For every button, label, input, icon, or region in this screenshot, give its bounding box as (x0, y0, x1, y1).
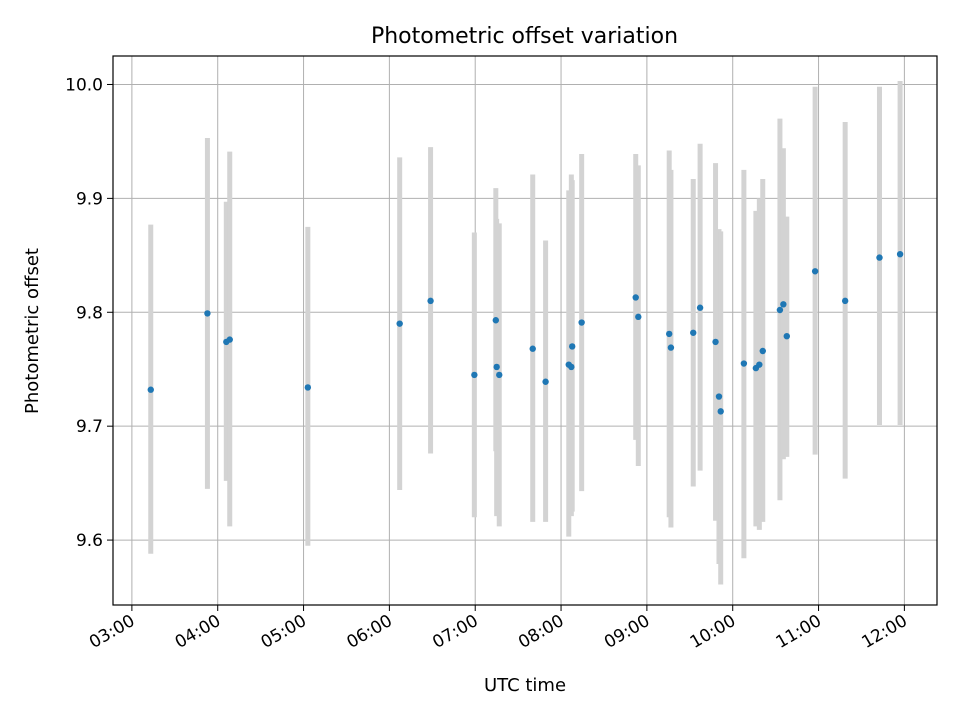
data-point (529, 345, 536, 352)
data-point (740, 360, 748, 367)
data-point (204, 310, 211, 317)
data-point (896, 250, 904, 258)
data-point (496, 371, 503, 379)
data-point (756, 361, 763, 368)
x-tick-label: 07:00 (429, 611, 481, 653)
data-point (635, 313, 642, 321)
x-tick-label: 04:00 (172, 611, 224, 653)
data-point (632, 294, 639, 301)
x-tick-label: 11:00 (773, 611, 825, 653)
x-tick-label: 06:00 (343, 611, 395, 653)
x-tick-label: 09:00 (601, 611, 653, 653)
data-point (712, 338, 719, 346)
data-point (776, 306, 784, 314)
x-tick-label: 03:00 (86, 611, 138, 653)
data-point (690, 329, 697, 336)
y-axis-label: Photometric offset (22, 248, 43, 414)
data-point (783, 332, 790, 340)
x-axis-ticks: 03:00 04:00 05:00 06:00 07:00 08:00 09:00 10:00… (86, 605, 911, 653)
x-tick-label: 12:00 (858, 611, 910, 653)
y-tick-label: 9.7 (76, 417, 103, 437)
data-point (667, 344, 675, 351)
data-point (471, 371, 478, 379)
data-point (841, 297, 849, 305)
x-tick-label: 10:00 (687, 611, 739, 653)
y-tick-label: 9.9 (76, 189, 103, 209)
x-tick-label: 08:00 (515, 611, 567, 653)
data-point (696, 304, 704, 311)
data-point (666, 330, 673, 338)
x-axis-label: UTC time (484, 675, 566, 696)
chart-title: Photometric offset variation (371, 24, 678, 49)
data-point (780, 301, 787, 308)
data-point (717, 408, 724, 415)
data-point (759, 347, 766, 355)
data-point (715, 393, 723, 400)
y-tick-label: 9.6 (76, 531, 103, 551)
data-points (147, 250, 904, 415)
data-point (396, 320, 403, 327)
data-point (147, 386, 154, 393)
data-point (226, 336, 233, 343)
data-point (578, 319, 585, 326)
error-bars (148, 81, 903, 585)
data-point (304, 384, 312, 391)
data-point (427, 297, 434, 305)
y-tick-label: 10.0 (65, 75, 103, 95)
data-point (568, 363, 575, 371)
data-point (492, 317, 500, 324)
data-point (569, 343, 576, 350)
data-point (811, 268, 819, 275)
y-tick-label: 9.8 (76, 303, 103, 323)
x-tick-label: 05:00 (258, 611, 310, 653)
data-point (876, 254, 883, 261)
data-point (542, 378, 549, 385)
y-axis-ticks: 9.6 9.7 9.8 9.9 10.0 (65, 75, 113, 551)
plot-frame (112, 55, 938, 606)
data-point (493, 363, 500, 371)
